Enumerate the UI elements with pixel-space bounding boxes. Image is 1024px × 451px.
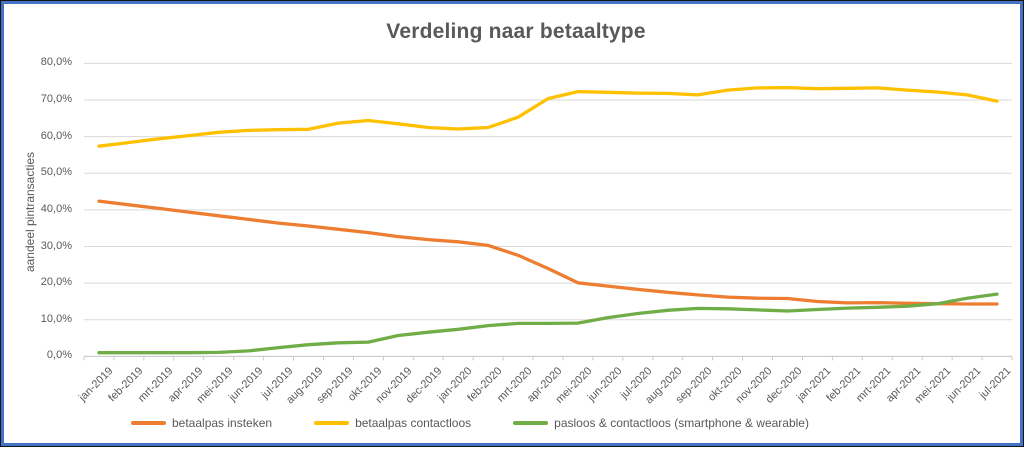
x-axis <box>83 355 1013 361</box>
y-tick-label: 10,0% <box>40 312 72 325</box>
gridlines <box>84 62 1012 357</box>
legend-label: betaalpas insteken <box>172 416 273 430</box>
series-line-pasloos-contactloos-smartphone-wearable <box>97 292 999 355</box>
legend-label: betaalpas contactloos <box>355 416 472 430</box>
legend-item-betaalpas-insteken: betaalpas insteken <box>131 416 272 430</box>
y-tick-label: 40,0% <box>40 202 72 215</box>
y-tick-label: 30,0% <box>40 239 72 252</box>
y-tick-label: 50,0% <box>40 166 72 179</box>
y-tick-label: 70,0% <box>40 93 72 105</box>
payment-type-line-chart: Verdeling naar betaaltype aandeel pintra… <box>4 4 1020 443</box>
series-line-betaalpas-contactloos <box>97 85 999 148</box>
y-tick-label: 0,0% <box>46 349 72 362</box>
legend-item-pasloos-contactloos-smartphone-wearable: pasloos & contactloos (smartphone & wear… <box>513 416 809 430</box>
chart-legend: betaalpas insteken betaalpas contactloos p… <box>0 416 982 430</box>
y-tick-label: 20,0% <box>40 276 72 289</box>
legend-line-swatch <box>131 421 166 425</box>
legend-line-swatch <box>314 421 350 425</box>
legend-item-betaalpas-contactloos: betaalpas contactloos <box>314 416 471 430</box>
series-line-betaalpas-insteken <box>97 199 999 306</box>
y-tick-label: 60,0% <box>40 129 72 142</box>
y-tick-label: 80,0% <box>40 56 72 69</box>
legend-label: pasloos & contactloos (smartphone & wear… <box>554 416 809 430</box>
plot-area <box>83 62 1013 361</box>
chart-title: Verdeling naar betaaltype <box>386 20 646 43</box>
legend-line-swatch <box>513 421 549 425</box>
